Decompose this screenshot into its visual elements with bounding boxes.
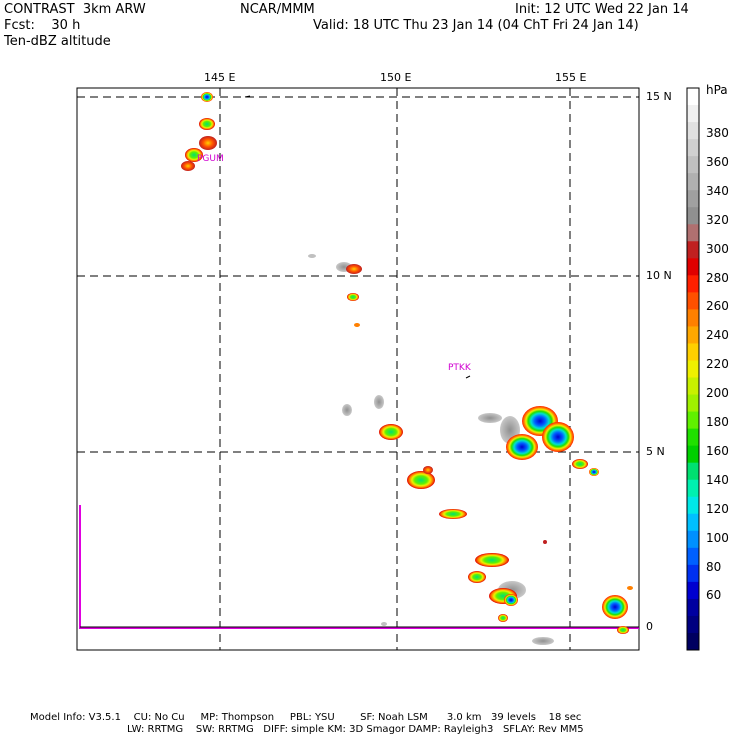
- boundary-lines: [79, 505, 639, 629]
- colorbar-label: 140: [706, 472, 729, 487]
- station-label: PGUM: [197, 154, 224, 164]
- colorbar-label: 100: [706, 530, 729, 545]
- station-markers: PGUM PTKK: [197, 95, 472, 379]
- colorbar-swatch: [687, 598, 699, 617]
- colorbar-swatch: [687, 190, 699, 208]
- colorbar-label: 200: [706, 386, 729, 401]
- colorbar-swatch: [687, 394, 699, 413]
- colorbar-swatch: [687, 513, 699, 532]
- colorbar-swatch: [687, 445, 699, 464]
- lat-label-10n: 10 N: [646, 269, 672, 282]
- colorbar-label: 340: [706, 183, 729, 198]
- lat-label-5n: 5 N: [646, 445, 665, 458]
- station-label: PTKK: [448, 363, 472, 373]
- colorbar-swatch: [687, 479, 699, 498]
- colorbar-swatch: [687, 292, 699, 310]
- colorbar-swatch: [687, 632, 699, 651]
- lat-label-15n: 15 N: [646, 90, 672, 103]
- institution: NCAR/MMM: [240, 2, 315, 17]
- colorbar-label: 300: [706, 241, 729, 256]
- field-name: Ten-dBZ altitude: [4, 34, 111, 49]
- colorbar-label: 60: [706, 588, 722, 603]
- colorbar-label: 80: [706, 559, 722, 574]
- colorbar-label: 360: [706, 154, 729, 169]
- colorbar-swatch: [687, 275, 699, 293]
- model-title: CONTRAST 3km ARW: [4, 2, 146, 17]
- reflectivity-cells: [181, 92, 633, 645]
- colorbar-swatch: [687, 377, 699, 396]
- colorbar-label: 320: [706, 212, 729, 227]
- colorbar-label: 280: [706, 270, 729, 285]
- colorbar-label: 380: [706, 126, 729, 140]
- colorbar-swatch: [687, 496, 699, 515]
- colorbar-swatch: [687, 360, 699, 379]
- colorbar-label: 220: [706, 357, 729, 372]
- model-info-line1: Model Info: V3.5.1 CU: No Cu MP: Thompso…: [30, 712, 582, 723]
- init-time: Init: 12 UTC Wed 22 Jan 14: [515, 2, 689, 17]
- colorbar-swatch: [687, 139, 699, 157]
- valid-time: Valid: 18 UTC Thu 23 Jan 14 (04 ChT Fri …: [313, 18, 639, 33]
- colorbar-swatch: [687, 581, 699, 600]
- colorbar-swatch: [687, 156, 699, 174]
- colorbar-swatch: [687, 564, 699, 583]
- colorbar-swatch: [687, 547, 699, 566]
- colorbar-swatch: [687, 462, 699, 481]
- colorbar-swatch: [687, 173, 699, 191]
- colorbar-label: 180: [706, 415, 729, 429]
- colorbar-swatch: [687, 207, 699, 225]
- colorbar-swatch: [687, 241, 699, 259]
- colorbar-label: 260: [706, 299, 729, 314]
- colorbar-swatch: [687, 88, 699, 106]
- colorbar-swatch: [687, 105, 699, 123]
- colorbar-swatch: [687, 411, 699, 430]
- colorbar-swatches: [687, 88, 699, 651]
- lon-label-145: 145 E: [204, 71, 236, 84]
- colorbar-swatch: [687, 309, 699, 327]
- colorbar-swatch: [687, 343, 699, 361]
- forecast-hour: Fcst: 30 h: [4, 18, 81, 33]
- colorbar-swatch: [687, 258, 699, 276]
- lon-label-155: 155 E: [555, 71, 587, 84]
- colorbar-unit: hPa: [706, 83, 728, 97]
- colorbar-label: 120: [706, 501, 729, 516]
- lat-label-0: 0: [646, 620, 653, 633]
- colorbar-swatch: [687, 428, 699, 447]
- colorbar-swatch: [687, 122, 699, 140]
- colorbar-swatch: [687, 530, 699, 549]
- colorbar-label: 240: [706, 328, 729, 343]
- colorbar-swatch: [687, 224, 699, 242]
- lon-label-150: 150 E: [380, 71, 412, 84]
- plot-frame: [76, 87, 640, 651]
- model-info-line2: LW: RRTMG SW: RRTMG DIFF: simple KM: 3D …: [127, 724, 584, 735]
- colorbar-swatch: [687, 615, 699, 634]
- grid-lines: [77, 88, 639, 650]
- colorbar-label: 160: [706, 443, 729, 458]
- colorbar-swatch: [687, 326, 699, 344]
